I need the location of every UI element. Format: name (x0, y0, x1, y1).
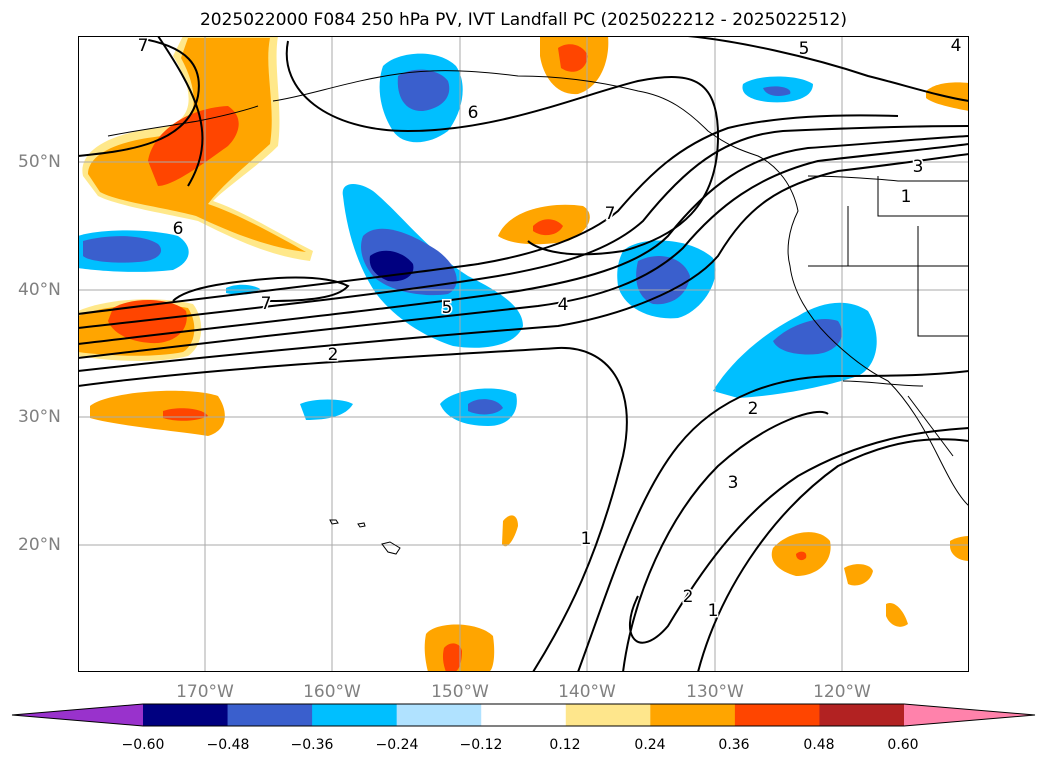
map-title: 2025022000 F084 250 hPa PV, IVT Landfall… (199, 10, 847, 30)
negative-anomaly-region (83, 236, 162, 263)
colorbar-tick-label: 0.12 (549, 737, 581, 753)
ivt-contours (78, 36, 969, 672)
colorbar-segment (312, 704, 398, 726)
negative-anomaly-region (763, 86, 791, 96)
contour-label: 1 (581, 529, 592, 549)
contour-label: 6 (468, 103, 479, 123)
map-panel: 7 6 5 6 7 5 4 2 7 3 1 2 3 1 2 1 4 (78, 36, 969, 672)
pv-anomaly-fills (78, 36, 969, 672)
contour-label: 4 (951, 36, 962, 56)
contour-label: 7 (605, 204, 616, 224)
positive-anomaly-region (533, 219, 563, 236)
contour-label: 7 (261, 294, 272, 314)
colorbar-tick-label: 0.24 (634, 737, 666, 753)
colorbar-tick-label: −0.12 (459, 737, 503, 753)
contour-label: 5 (799, 39, 810, 59)
negative-anomaly-region (468, 399, 503, 415)
contour-label: 5 (442, 298, 453, 318)
longitude-label: 150°W (431, 682, 489, 702)
colorbar-tick-label: −0.48 (206, 737, 250, 753)
colorbar-tick-label: 0.36 (718, 737, 750, 753)
positive-anomaly-region (163, 408, 208, 421)
positive-anomaly-region (886, 602, 908, 627)
contour-label: 4 (558, 295, 569, 315)
positive-anomaly-region (950, 536, 969, 561)
colorbar-tick-label: 0.48 (803, 737, 835, 753)
contour-label: 2 (328, 345, 339, 365)
positive-anomaly-region (148, 106, 239, 186)
negative-anomaly-region (397, 69, 450, 112)
positive-anomaly-region (442, 643, 462, 672)
longitude-label: 120°W (813, 682, 871, 702)
colorbar-segment (734, 704, 820, 726)
positive-anomaly-region (502, 515, 518, 547)
colorbar-segment (819, 704, 905, 726)
colorbar-segment (565, 704, 651, 726)
positive-anomaly-region (796, 551, 807, 561)
coastlines (107, 70, 969, 555)
longitude-label: 170°W (176, 682, 234, 702)
colorbar-tick-label: −0.36 (290, 737, 334, 753)
colorbar-extend-low (12, 704, 143, 726)
positive-anomaly-region (90, 390, 225, 436)
negative-anomaly-region (773, 318, 842, 355)
colorbar-tick-label: −0.60 (121, 737, 165, 753)
map-frame (78, 36, 969, 672)
colorbar-segment (143, 704, 229, 726)
contour-label: 1 (708, 601, 719, 621)
contour-label: 1 (901, 187, 912, 207)
colorbar-tick-label: 0.60 (887, 737, 919, 753)
negative-anomaly-region (636, 256, 690, 305)
positive-anomaly-region (844, 564, 873, 586)
colorbar-segment (396, 704, 482, 726)
latitude-label: 50°N (18, 152, 61, 172)
positive-anomaly-region (558, 44, 588, 72)
contour-label: 2 (683, 587, 694, 607)
latitude-label: 40°N (18, 280, 61, 300)
positive-anomaly-region (108, 300, 187, 344)
latitude-label: 30°N (18, 407, 61, 427)
contour-label: 2 (748, 399, 759, 419)
colorbar-segment (650, 704, 736, 726)
longitude-label: 160°W (303, 682, 361, 702)
negative-anomaly-region (300, 399, 353, 420)
contour-label: 7 (138, 36, 149, 56)
colorbar-extend-high (904, 704, 1035, 726)
colorbar-outline (11, 703, 1036, 727)
colorbar-segment (481, 704, 567, 726)
contour-label: 6 (173, 219, 184, 239)
longitude-label: 140°W (558, 682, 616, 702)
colorbar-tick-label: −0.24 (375, 737, 419, 753)
colorbar (11, 703, 1036, 727)
longitude-label: 130°W (686, 682, 744, 702)
contour-labels: 7 6 5 6 7 5 4 2 7 3 1 2 3 1 2 1 4 (136, 36, 963, 623)
contour-label: 3 (913, 157, 924, 177)
colorbar-segment (227, 704, 313, 726)
latitude-label: 20°N (18, 535, 61, 555)
contour-label: 3 (728, 473, 739, 493)
